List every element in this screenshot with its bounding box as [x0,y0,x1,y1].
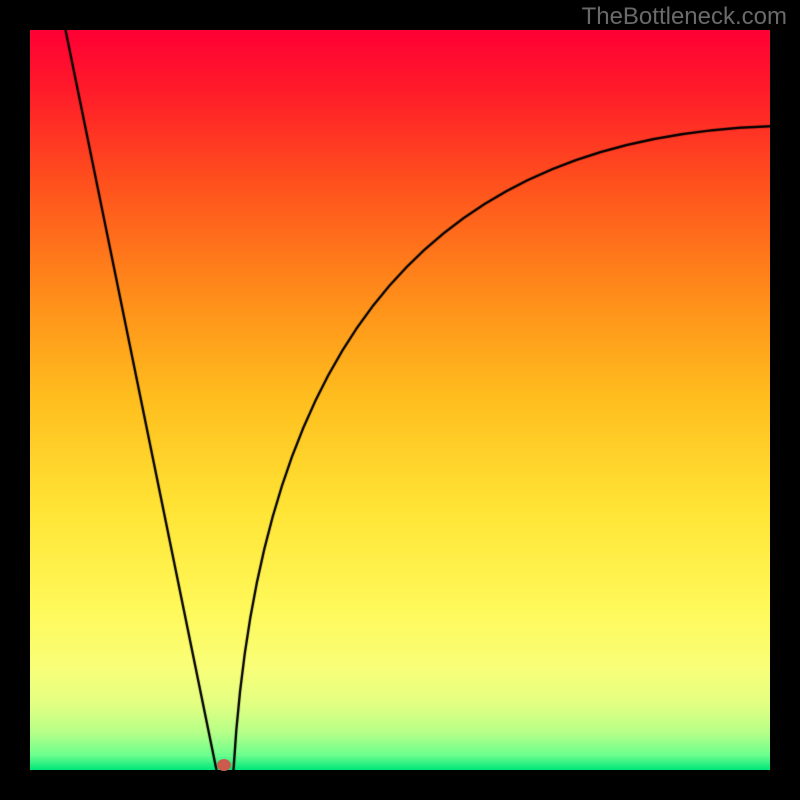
chart-stage: TheBottleneck.com [0,0,800,800]
plot-area [30,30,770,770]
watermark-text: TheBottleneck.com [582,3,787,31]
optimum-marker [217,759,231,771]
bottleneck-curve [30,30,770,770]
